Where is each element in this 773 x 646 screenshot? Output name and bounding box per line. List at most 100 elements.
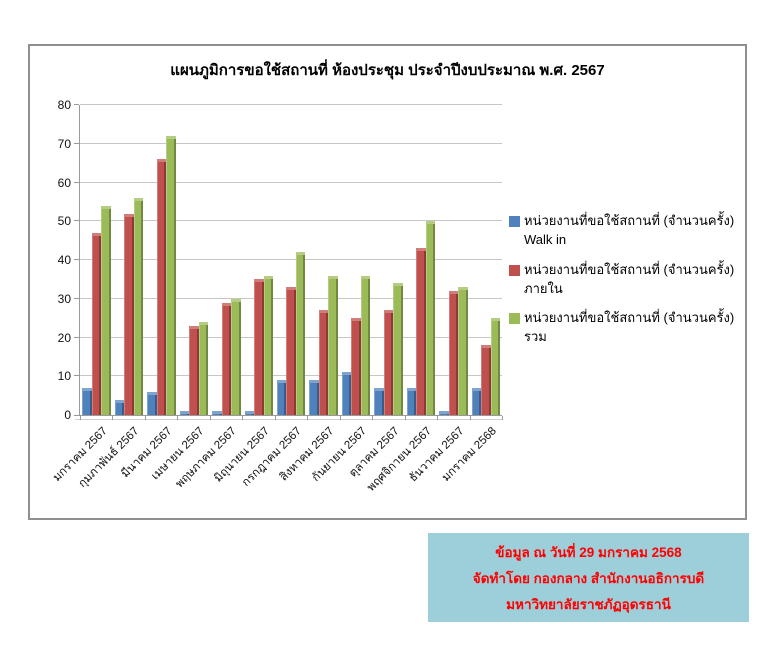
y-axis-label-10: 10 <box>57 369 71 384</box>
plot-area: 0 10 20 30 40 50 60 70 80 มกราคม 2567 กุมภาพันธ์ 2… <box>51 98 503 494</box>
x-tick-9 <box>372 416 374 420</box>
bar-internal-13 <box>481 345 491 415</box>
bar-top-face <box>481 345 491 349</box>
bar-top-face <box>212 411 222 415</box>
bar-walk-in-7 <box>276 380 287 415</box>
bar-top-face <box>328 275 338 279</box>
bar-top-face <box>309 380 319 384</box>
bar-total-13 <box>490 318 501 415</box>
x-tick-13 <box>502 416 503 420</box>
bar-total-5 <box>231 298 241 415</box>
bar-top-face <box>124 213 134 217</box>
bar-internal-3 <box>156 159 167 415</box>
bar-total-1 <box>101 205 111 415</box>
y-axis-label-40: 40 <box>57 253 71 267</box>
gridline-80 <box>80 104 502 105</box>
bar-top-face <box>458 287 468 291</box>
legend-label-walk-in: หน่วยงานที่ขอใช้สถานที่ (จำนวนครั้ง) Wal… <box>524 213 735 247</box>
bar-internal-2 <box>124 213 134 415</box>
chart-figure: แผนภูมิการขอใช้สถานที่ ห้องประชุม ประจำป… <box>28 44 747 520</box>
bar-total-12 <box>458 287 468 415</box>
bar-top-face <box>189 325 199 329</box>
bar-top-face <box>374 387 384 391</box>
y-tick-50 <box>74 220 79 222</box>
y-axis-label-20: 20 <box>57 330 71 345</box>
bar-walk-in-10 <box>374 387 384 415</box>
y-tick-10 <box>74 375 79 377</box>
bar-top-face <box>101 205 111 209</box>
legend-label-total: หน่วยงานที่ขอใช้สถานที่ (จำนวนครั้ง) รวม <box>524 310 735 345</box>
bar-walk-in-1 <box>82 387 92 415</box>
x-tick-6 <box>274 416 276 420</box>
bar-internal-12 <box>448 291 459 415</box>
bar-top-face <box>231 298 241 302</box>
y-tick-80 <box>74 104 79 105</box>
bar-total-4 <box>198 322 209 415</box>
bar-top-face <box>82 387 92 391</box>
y-axis-label-30: 30 <box>57 291 71 306</box>
bar-top-face <box>448 291 459 294</box>
bar-top-face <box>471 387 482 391</box>
bar-top-face <box>286 287 296 291</box>
bar-internal-4 <box>189 325 199 415</box>
bar-top-face <box>221 302 232 306</box>
y-axis-label-70: 70 <box>57 136 71 151</box>
gridline-40 <box>80 259 502 260</box>
y-tick-60 <box>74 181 79 183</box>
bar-top-face <box>416 248 426 252</box>
y-tick-20 <box>74 336 79 338</box>
bar-top-face <box>393 283 403 287</box>
bar-top-face <box>91 232 102 236</box>
gridline-70 <box>80 142 502 144</box>
gridline-50 <box>80 220 502 222</box>
legend-label-internal: หน่วยงานที่ขอใช้สถานที่ (จำนวนครั้ง) ภาย… <box>524 261 735 296</box>
bar-top-face <box>114 399 125 403</box>
footer-line-2: จัดทำโดย กองกลาง สำนักงานอธิการบดี <box>472 571 705 586</box>
bar-top-face <box>425 221 436 225</box>
y-axis-label-80: 80 <box>57 98 71 112</box>
bar-top-face <box>147 391 157 395</box>
bar-top-face <box>179 411 190 415</box>
bar-total-2 <box>133 198 144 415</box>
gridline-60 <box>80 181 502 183</box>
bar-top-face <box>156 159 167 163</box>
x-tick-5 <box>242 416 244 420</box>
y-tick-70 <box>74 142 79 144</box>
bar-top-face <box>254 279 264 283</box>
y-tick-30 <box>74 297 79 299</box>
bar-internal-7 <box>286 287 296 415</box>
y-axis-label-50: 50 <box>57 214 71 229</box>
x-tick-2 <box>144 416 146 420</box>
bar-top-face <box>490 318 501 322</box>
bar-top-face <box>439 411 449 415</box>
x-tick-4 <box>209 416 211 420</box>
bar-total-10 <box>393 283 403 415</box>
legend-swatch-total <box>509 313 520 325</box>
bar-top-face <box>360 275 371 279</box>
bar-total-6 <box>263 275 273 415</box>
x-tick-8 <box>339 416 341 420</box>
bar-internal-1 <box>91 232 102 415</box>
chart-legend: หน่วยงานที่ขอใช้สถานที่ (จำนวนครั้ง) Wal… <box>509 212 747 358</box>
bar-walk-in-6 <box>244 411 254 415</box>
y-axis-line <box>79 105 80 415</box>
bar-top-face <box>133 198 144 201</box>
bar-internal-5 <box>221 302 232 415</box>
x-tick-0 <box>80 416 81 420</box>
footer-line-3: มหาวิทยาลัยราชภัฏอุดรธานี <box>506 597 671 612</box>
bar-top-face <box>198 322 209 325</box>
x-tick-3 <box>177 416 179 420</box>
legend-item-internal: หน่วยงานที่ขอใช้สถานที่ (จำนวนครั้ง) ภาย… <box>509 261 747 299</box>
bar-total-11 <box>425 221 436 415</box>
bar-top-face <box>406 387 417 391</box>
bar-walk-in-8 <box>309 380 319 415</box>
x-tick-12 <box>469 416 471 420</box>
bar-internal-11 <box>416 248 426 415</box>
bar-top-face <box>295 252 306 256</box>
y-axis-label-60: 60 <box>57 175 71 190</box>
x-axis-line <box>79 415 502 416</box>
footer-note-box: ข้อมูล ณ วันที่ 29 มกราคม 2568 จัดทำโดย … <box>428 533 749 622</box>
bar-walk-in-2 <box>114 399 125 415</box>
bar-top-face <box>341 372 352 376</box>
